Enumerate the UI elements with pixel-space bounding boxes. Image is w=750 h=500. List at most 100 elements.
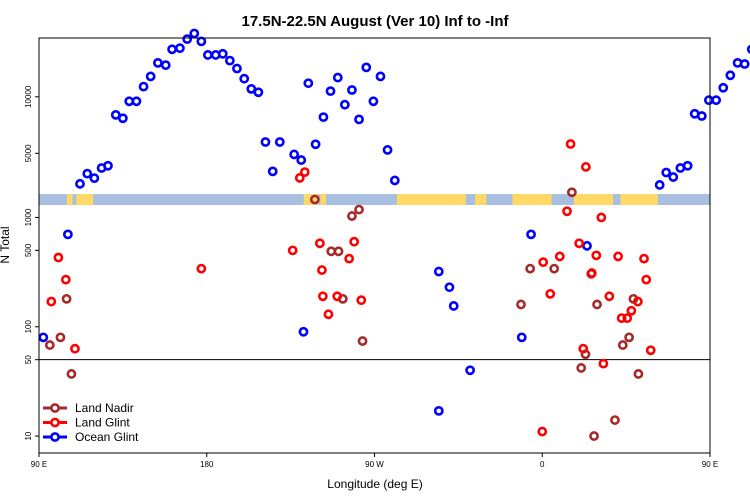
land-glint-point [545,288,556,299]
land-glint-point [565,139,576,149]
ocean-glint-point [433,266,444,277]
legend-ocean-glint-label: Ocean Glint [75,430,139,444]
land-ocean-band [39,194,710,205]
land-segment [441,194,463,205]
ocean-glint-point [465,365,476,376]
land-glint-point [645,345,656,356]
land-nadir-point [624,332,635,343]
ocean-glint-point [182,34,193,45]
land-nadir-point [566,187,577,198]
ocean-glint-point [654,180,665,190]
plot-frame [38,37,711,454]
ocean-glint-point [38,332,49,343]
land-segment [600,194,614,205]
x-tick-label: 90 E [31,460,47,469]
land-nadir-point [516,299,526,310]
ocean-glint-point [289,149,300,160]
ocean-glint-point [224,55,235,66]
land-nadir-point [610,415,620,425]
ocean-glint-point [516,332,527,343]
land-nadir-point [576,363,587,373]
land-segment [534,194,548,205]
land-segment [430,194,451,205]
legend-land-glint-marker [50,417,60,428]
land-segment [320,194,327,205]
land-nadir-point [55,332,66,343]
ocean-glint-point [160,60,171,71]
land-nadir-point [309,194,320,205]
land-glint-point [632,296,643,307]
land-glint-point [60,274,71,285]
x-tick-label: 0 [540,460,545,469]
y-tick-label: 500 [24,243,33,257]
land-glint-point [46,296,57,307]
ocean-glint-point [196,36,207,47]
land-glint-point [317,265,327,275]
land-nadir-point [61,293,72,304]
ocean-glint-point [89,173,100,184]
ocean-glint-point [75,178,85,189]
ocean-glint-point [433,405,444,416]
y-tick-label: 10 [24,431,33,440]
land-glint-point [538,257,549,268]
land-glint-point [604,291,615,302]
legend-land-glint-label: Land Glint [75,416,130,430]
land-glint-point [616,313,627,324]
land-glint-point [317,291,328,302]
land-nadir-point [357,336,368,346]
land-nadir-point [66,369,77,379]
ocean-glint-point [444,282,455,293]
ocean-glint-point [347,85,357,95]
ocean-glint-point [526,229,536,240]
axis-ticks: 90 E 180 90 W 0 90 E 10 50 100 500 1000 5000 10000 [24,85,718,469]
land-glint-point [294,173,305,183]
ocean-glint-point [448,301,459,311]
land-glint-point [537,426,548,437]
land-glint-point [639,253,649,264]
ocean-glint-point [138,81,149,92]
y-tick-label: 50 [24,355,33,364]
ocean-glint-point [718,82,729,93]
x-tick-label: 90 W [365,460,384,469]
land-nadir-point [592,299,602,310]
ocean-glint-point [725,70,736,81]
land-glint-point [641,274,652,285]
land-glint-point [596,212,607,223]
ocean-glint-point [167,44,177,55]
ocean-glint-point [711,95,722,106]
chart-title: 17.5N-22.5N August (Ver 10) Inf to -Inf [242,13,510,30]
ocean-glint-point [382,145,393,155]
ocean-glint-point [661,167,672,178]
land-nadir-point [354,204,364,215]
land-glint-point [287,245,298,256]
land-segment [452,194,466,205]
land-glint-point [323,309,334,320]
ocean-glint-point [253,87,264,98]
land-segment [545,194,552,205]
data-points [38,28,750,441]
land-segment [415,194,433,205]
land-segment [396,194,418,205]
y-tick-label: 1000 [24,208,33,226]
y-axis-label: N Total [0,226,12,263]
land-glint-point [554,251,565,262]
land-segment [81,194,94,205]
land-nadir-point [617,340,628,350]
ocean-glint-point [82,168,93,179]
ocean-band [39,194,710,205]
land-glint-point [314,238,325,249]
ocean-glint-point [153,57,163,68]
ocean-glint-point [189,28,200,39]
land-glint-point [578,343,589,354]
land-segment [642,194,658,205]
ocean-glint-point [296,155,307,165]
ocean-glint-point [303,78,314,89]
y-tick-label: 5000 [24,144,33,162]
land-glint-point [626,305,637,316]
land-glint-point [349,236,360,247]
land-glint-point [562,206,572,217]
y-tick-label: 10000 [24,85,33,108]
x-axis-label: Longitude (deg E) [327,477,422,491]
land-nadir-point [633,369,644,379]
ocean-glint-point [260,137,271,147]
